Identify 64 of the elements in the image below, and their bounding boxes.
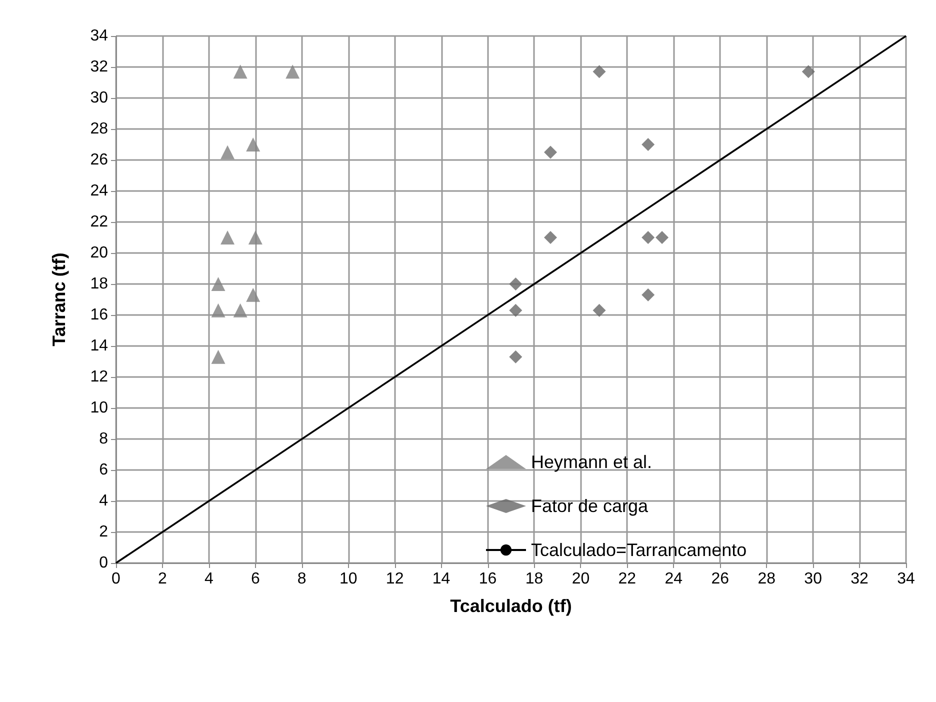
y-tick-label: 32 <box>90 58 108 76</box>
point <box>220 145 235 160</box>
x-tick-label: 2 <box>158 570 168 588</box>
x-tick-label: 34 <box>897 570 915 588</box>
y-tick-label: 16 <box>90 306 108 324</box>
point <box>246 288 260 302</box>
x-tick-label: 16 <box>478 570 497 588</box>
x-tick-label: 22 <box>618 570 636 588</box>
point <box>509 278 522 290</box>
point <box>592 65 606 78</box>
point <box>544 146 557 159</box>
point <box>246 138 260 152</box>
x-tick-label: 8 <box>297 570 306 588</box>
x-tick-label: 24 <box>664 570 683 588</box>
x-axis-title: Tcalculado (tf) <box>450 596 572 616</box>
y-tick-label: 10 <box>90 400 108 416</box>
point <box>233 64 248 79</box>
point <box>211 303 226 318</box>
y-tick-label: 28 <box>90 120 108 138</box>
x-tick-label: 26 <box>711 570 730 588</box>
x-tick-label: 14 <box>432 570 450 588</box>
point <box>642 138 655 151</box>
y-tick-label: 22 <box>90 214 108 230</box>
y-tick-label: 24 <box>90 182 108 200</box>
y-tick-label: 14 <box>90 338 108 354</box>
y-tick-label: 34 <box>90 28 108 44</box>
point <box>220 230 235 244</box>
legend-label: Tcalculado=Tarrancamento <box>531 540 747 560</box>
x-tick-label: 20 <box>572 570 590 588</box>
point <box>802 65 815 78</box>
point <box>509 350 522 364</box>
y-tick-label: 18 <box>90 276 108 292</box>
y-axis-title: Tarranc (tf) <box>49 252 69 346</box>
y-tick-label: 0 <box>99 554 108 572</box>
x-tick-label: 6 <box>250 570 260 588</box>
x-tick-label: 28 <box>758 570 776 588</box>
y-tick-label: 2 <box>99 524 108 540</box>
point <box>544 231 557 244</box>
point <box>248 230 262 244</box>
point <box>656 231 669 244</box>
y-tick-label: 26 <box>90 152 108 168</box>
x-tick-label: 30 <box>804 570 822 588</box>
y-tick-label: 6 <box>99 462 108 478</box>
x-tick-label: 18 <box>525 570 544 588</box>
y-tick-label: 12 <box>90 368 108 386</box>
point <box>211 277 226 291</box>
x-tick-label: 32 <box>850 570 869 588</box>
x-tick-label: 4 <box>204 570 214 588</box>
y-tick-label: 4 <box>99 492 108 510</box>
point <box>642 288 655 302</box>
legend-label: Heymann et al. <box>531 452 652 472</box>
point <box>509 304 522 317</box>
x-tick-label: 10 <box>339 570 358 588</box>
x-tick-label: 12 <box>386 570 404 588</box>
point <box>233 303 248 318</box>
point <box>642 231 655 244</box>
point <box>286 64 300 79</box>
y-tick-label: 20 <box>90 244 108 262</box>
point <box>592 304 606 317</box>
y-tick-label: 30 <box>90 90 108 106</box>
y-tick-label: 8 <box>99 430 108 448</box>
point <box>211 350 226 364</box>
x-tick-label: 0 <box>112 570 121 588</box>
legend-label: Fator de carga <box>531 496 650 516</box>
